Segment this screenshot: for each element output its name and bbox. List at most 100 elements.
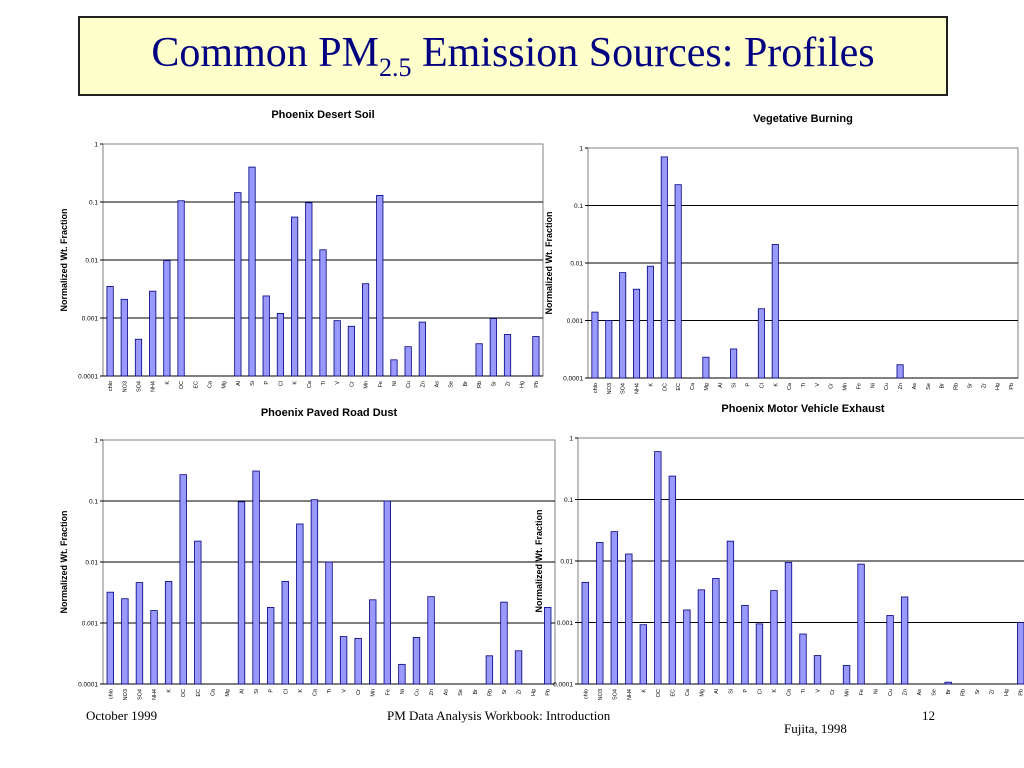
bar — [755, 623, 764, 685]
x-tick-label: Ca — [207, 380, 213, 388]
bar — [475, 343, 483, 377]
x-tick-label: Zr — [506, 381, 512, 386]
x-tick-label: Mg — [704, 383, 710, 391]
x-tick-label: Mn — [371, 689, 377, 697]
x-tick-label: Sr — [967, 383, 973, 389]
bar — [605, 320, 613, 379]
bar — [857, 563, 865, 685]
bar — [262, 295, 270, 377]
y-axis-label: Normalized Wt. Fraction — [534, 509, 544, 612]
bar — [266, 607, 275, 685]
x-tick-label: Ca — [312, 688, 318, 696]
chart-paved-road-dust: Phoenix Paved Road Dust Normalized Wt. Fr… — [55, 402, 556, 712]
bar — [646, 265, 654, 379]
bar — [398, 663, 406, 685]
bar — [514, 650, 523, 685]
bar — [106, 591, 114, 685]
bar — [276, 313, 285, 377]
x-tick-label: Rb — [477, 381, 483, 388]
x-tick-label: Zn — [420, 381, 426, 387]
x-tick-label: Zn — [903, 689, 909, 695]
y-tick-label: 0.1 — [89, 200, 98, 207]
bar — [333, 320, 341, 377]
x-tick-label: EC — [676, 383, 682, 391]
bar — [702, 356, 710, 379]
x-tick-label: Mn — [843, 383, 849, 391]
x-tick-label: Cl — [757, 689, 763, 694]
y-tick-label: 0.01 — [85, 560, 98, 567]
bar — [591, 311, 599, 379]
bar — [770, 590, 778, 685]
bar — [639, 624, 647, 685]
bar — [106, 286, 114, 377]
x-tick-label: K — [641, 689, 647, 693]
bar — [625, 553, 633, 685]
x-tick-label: NO3 — [123, 689, 129, 700]
y-tick-label: 0.01 — [560, 559, 573, 566]
bar — [581, 581, 589, 685]
x-tick-label: K — [772, 689, 778, 693]
bar — [248, 166, 256, 377]
y-tick-label: 1 — [94, 438, 98, 445]
x-tick-label: Hg — [520, 381, 526, 388]
bar — [291, 216, 299, 377]
x-tick-label: Cr — [829, 383, 835, 389]
y-tick-label: 0.001 — [567, 318, 584, 325]
x-tick-label: Cu — [414, 689, 420, 696]
bar — [390, 359, 398, 377]
x-tick-label: K — [293, 381, 299, 385]
x-tick-label: Ti — [327, 689, 333, 693]
footer-page-number: 12 — [922, 708, 935, 723]
x-tick-label: Ca — [786, 688, 792, 696]
x-tick-label: Al — [718, 383, 724, 388]
bar — [697, 589, 706, 685]
chart-title: Phoenix Desert Soil — [271, 109, 374, 121]
x-tick-label: Mg — [222, 381, 228, 389]
chart-svg: Phoenix Paved Road Dust Normalized Wt. Fr… — [59, 407, 556, 700]
x-tick-label: P — [746, 383, 752, 387]
x-tick-label: Zr — [517, 689, 523, 694]
bar — [237, 501, 246, 685]
x-tick-label: Ti — [321, 381, 327, 385]
bar — [757, 308, 765, 379]
y-axis-label: Normalized Wt. Fraction — [544, 211, 554, 314]
bar — [376, 194, 384, 377]
title-main: Common PM — [151, 30, 379, 76]
bar — [726, 540, 735, 685]
bar — [281, 581, 289, 685]
x-tick-label: V — [815, 383, 821, 387]
bar — [412, 637, 421, 685]
bar — [668, 475, 677, 685]
y-tick-label: 0.001 — [557, 620, 574, 627]
x-tick-label: Ni — [874, 689, 880, 694]
x-tick-label: Ni — [400, 689, 406, 694]
x-tick-label: Mg — [699, 689, 705, 697]
bar — [503, 334, 512, 377]
x-tick-label: Al — [714, 689, 720, 694]
x-tick-label: chlo — [583, 689, 589, 699]
x-tick-label: Pb — [546, 689, 552, 696]
bar — [369, 599, 377, 685]
x-tick-label: Fe — [378, 381, 384, 387]
chart-vegetative-burning: Vegetative Burning Normalized Wt. Fractio… — [540, 108, 1019, 408]
x-tick-label: Cl — [283, 689, 289, 694]
bar — [842, 665, 851, 685]
x-tick-label: SO4 — [621, 383, 627, 394]
chart-svg: Vegetative Burning Normalized Wt. Fractio… — [544, 113, 1019, 394]
x-tick-label: Br — [463, 381, 469, 387]
y-tick-label: 0.1 — [564, 497, 573, 504]
bar — [500, 601, 508, 685]
chart-svg: Phoenix Motor Vehicle Exhaust Normalized … — [534, 403, 1024, 700]
y-tick-label: 0.0001 — [78, 682, 98, 689]
bar — [1017, 622, 1024, 685]
x-tick-label: P — [269, 689, 275, 693]
x-tick-label: chlo — [593, 383, 599, 393]
slide-title: Common PM2.5 Emission Sources: Profiles — [151, 29, 874, 83]
x-tick-label: OC — [181, 689, 187, 697]
x-tick-label: Pb — [1019, 689, 1024, 696]
x-tick-label: NH4 — [627, 689, 633, 700]
x-tick-label: NO3 — [598, 689, 604, 700]
bar — [164, 581, 173, 685]
x-tick-label: V — [816, 689, 822, 693]
bar — [325, 561, 333, 685]
